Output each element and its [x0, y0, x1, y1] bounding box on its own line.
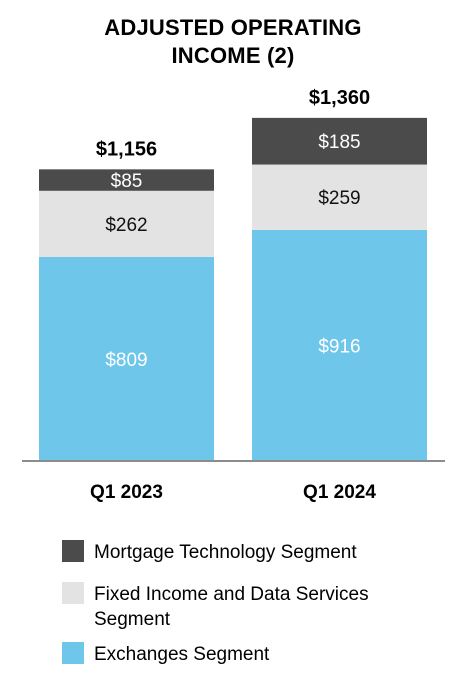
legend-item-exchanges: Exchanges Segment [62, 642, 269, 667]
x-tick-label-q1-2024: Q1 2024 [303, 482, 376, 503]
chart-title-line-1: ADJUSTED OPERATING [104, 15, 362, 40]
data-label-fixed-income-and-data-services-q1-2024: $259 [318, 188, 360, 209]
data-label-exchanges-segment-q1-2023: $809 [105, 350, 147, 371]
stacked-bar-chart: $809 $262 $85 $1,156 Q1 2023 $916 $259 $185 $1,3… [22, 87, 445, 503]
legend-label-exchanges: Exchanges Segment [94, 644, 270, 665]
chart-title-line-2: INCOME (2) [171, 43, 295, 68]
total-label-q1-2024: $1,360 [309, 87, 370, 109]
data-label-fixed-income-and-data-services-q1-2023: $262 [105, 215, 147, 236]
legend-label-mortgage-technology: Mortgage Technology Segment [94, 542, 357, 563]
bar-segment-fixed-income-and-data-services-q1-2023 [39, 190, 214, 257]
legend-item-fixed-income: Fixed Income and Data Services Segment [62, 582, 369, 632]
x-tick-label-q1-2023: Q1 2023 [90, 482, 163, 503]
data-label-mortgage-technology-segment-q1-2023: $85 [111, 171, 143, 192]
bar-segment-mortgage-technology-segment-q1-2023 [39, 169, 214, 191]
data-label-exchanges-segment-q1-2024: $916 [318, 336, 360, 357]
legend-item-mortgage-technology: Mortgage Technology Segment [62, 540, 357, 565]
bar-segment-mortgage-technology-segment-q1-2024 [252, 117, 427, 165]
bar-segment-exchanges-segment-q1-2024 [252, 229, 427, 461]
legend-swatch-mortgage-technology [62, 540, 84, 562]
legend-swatch-fixed-income [62, 582, 84, 604]
legend-swatch-exchanges [62, 642, 84, 664]
bar-segment-exchanges-segment-q1-2023 [39, 256, 214, 461]
bar-segment-fixed-income-and-data-services-q1-2024 [252, 164, 427, 230]
total-label-q1-2023: $1,156 [96, 138, 157, 160]
data-label-mortgage-technology-segment-q1-2024: $185 [318, 132, 360, 153]
chart-title: ADJUSTED OPERATING INCOME (2) [0, 14, 466, 70]
legend-label-fixed-income: Fixed Income and Data Services Segment [94, 584, 369, 630]
